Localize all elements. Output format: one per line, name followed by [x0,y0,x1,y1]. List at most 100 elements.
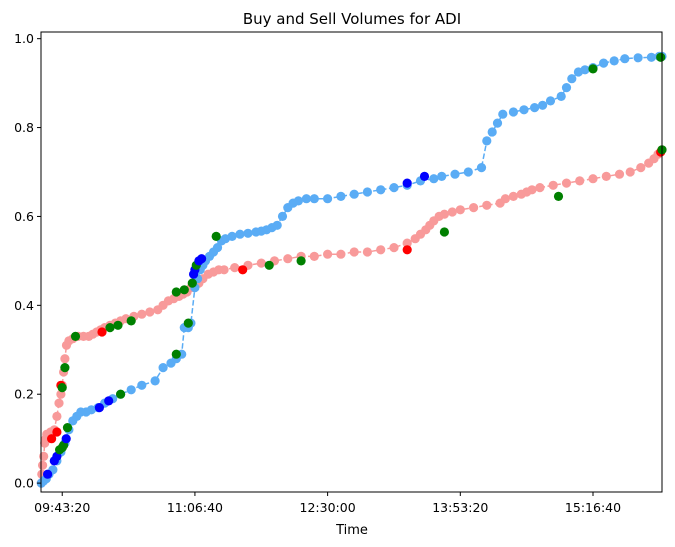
x-tick-label-0: 09:43:20 [34,500,90,515]
series-1-point-45 [272,220,282,230]
series-1-point-49 [293,196,303,206]
series-1-point-38 [227,231,237,241]
series-0-point-30 [137,309,147,319]
series-0-point-59 [389,243,399,253]
series-1-point-66 [487,127,497,137]
series-1-point-20 [150,376,160,386]
series-1-marker-13 [187,278,197,288]
series-1-marker-20 [402,178,412,188]
series-1-marker-18 [197,254,207,264]
y-tick-label-5: 1.0 [14,31,34,46]
series-0-marker-3 [57,383,67,393]
series-0-point-81 [575,176,585,186]
series-1-point-84 [646,52,657,62]
series-1-point-19 [137,380,147,390]
series-0-marker-17 [553,191,564,201]
series-1-point-55 [362,187,372,197]
series-0-point-10 [54,398,64,408]
series-1-point-52 [323,194,333,204]
series-1-point-73 [545,96,556,106]
series-1-point-21 [158,363,168,373]
series-0-point-46 [219,265,229,275]
series-1-marker-23 [656,52,666,62]
y-tick-label-0: 0.0 [14,476,34,491]
series-0-marker-4 [60,363,70,373]
series-0-point-84 [614,169,625,179]
series-1-marker-19 [211,231,221,241]
series-1-point-50 [301,194,311,204]
series-0-point-31 [145,307,155,317]
series-0-point-51 [283,254,293,264]
series-0-marker-9 [126,316,136,326]
series-1-point-83 [633,53,643,63]
series-1-point-68 [498,109,508,119]
series-0-marker-16 [439,227,449,237]
series-1-marker-22 [588,64,598,74]
series-0-marker-0 [47,434,57,444]
x-tick-label-1: 11:06:40 [167,500,223,515]
series-0-marker-14 [296,256,306,266]
series-1-point-54 [349,189,359,199]
series-0-point-2 [38,460,48,470]
chart-title: Buy and Sell Volumes for ADI [243,10,461,28]
series-1-point-74 [556,91,566,101]
series-0-point-79 [548,180,558,190]
series-0-point-53 [309,251,319,261]
series-1-point-67 [492,118,503,128]
plot-frame [40,31,663,493]
series-1-marker-7 [62,423,73,433]
series-1-point-18 [126,385,136,395]
series-1-point-39 [235,229,245,239]
series-1-point-69 [508,107,518,117]
series-1-point-53 [336,191,346,201]
x-axis: 09:43:20 11:06:40 12:30:00 13:53:20 15:16:40 [34,492,621,515]
series-1-point-72 [538,100,548,110]
series-0-point-56 [349,247,359,257]
series-1-marker-8 [94,403,104,413]
y-tick-label-4: 0.8 [14,120,34,135]
series-1-marker-21 [419,171,430,181]
series-1-point-56 [376,185,386,195]
series-0-point-14 [60,354,70,364]
series-1-point-46 [277,211,288,221]
series-0-point-83 [601,171,611,181]
series-1-point-71 [530,103,540,113]
series-1-marker-10 [116,389,126,399]
x-tick-label-3: 13:53:20 [432,500,488,515]
series-1-point-65 [482,136,492,146]
series-1-point-75 [561,83,572,93]
series-1-point-81 [609,56,619,66]
series-1-point-78 [580,65,590,75]
y-tick-label-2: 0.4 [14,298,34,313]
series-1-point-40 [243,228,253,238]
series-0-point-3 [39,451,49,461]
series-0-point-71 [482,200,492,210]
series-0-point-86 [636,163,646,173]
series-1-marker-0 [43,469,53,479]
series-0-marker-13 [264,260,274,270]
series-0-point-80 [561,178,572,188]
series-1-point-70 [519,105,529,115]
series-1-marker-12 [183,318,193,328]
series-0-marker-15 [402,245,412,255]
series-0-marker-6 [97,327,107,337]
series-1-marker-11 [171,349,181,359]
series-0-point-82 [588,174,598,184]
x-tick-label-2: 12:30:00 [300,500,356,515]
series-0-point-69 [455,205,465,215]
series-1-point-63 [463,167,473,177]
series-0-point-70 [469,203,479,213]
series-0-marker-5 [70,331,81,341]
series-1-point-76 [567,74,577,84]
series-0-point-85 [625,167,635,177]
x-tick-label-4: 15:16:40 [565,500,621,515]
series-0-marker-1 [52,427,62,437]
series-1-point-60 [429,174,439,184]
series-0-point-77 [527,185,537,195]
y-tick-label-3: 0.6 [14,209,34,224]
series-0-point-60 [402,238,412,248]
plot-area [36,51,667,488]
series-1-point-82 [620,54,630,64]
x-axis-label: Time [335,523,368,538]
